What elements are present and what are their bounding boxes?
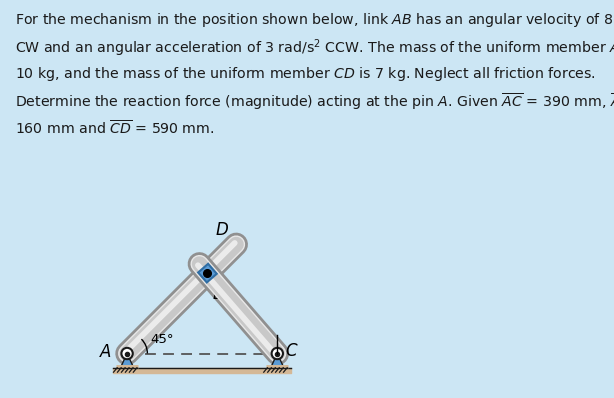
Text: B: B bbox=[212, 285, 224, 303]
Text: 45°: 45° bbox=[150, 333, 174, 346]
Text: α: α bbox=[254, 328, 264, 343]
Text: D: D bbox=[216, 221, 228, 239]
Bar bbox=[198, 264, 217, 283]
Polygon shape bbox=[120, 353, 134, 368]
Text: A: A bbox=[99, 343, 111, 361]
Text: C: C bbox=[286, 342, 297, 361]
Circle shape bbox=[271, 348, 283, 359]
Text: For the mechanism in the position shown below, link $\it{AB}$ has an angular vel: For the mechanism in the position shown … bbox=[15, 12, 614, 138]
Polygon shape bbox=[271, 353, 284, 368]
Circle shape bbox=[122, 348, 133, 359]
